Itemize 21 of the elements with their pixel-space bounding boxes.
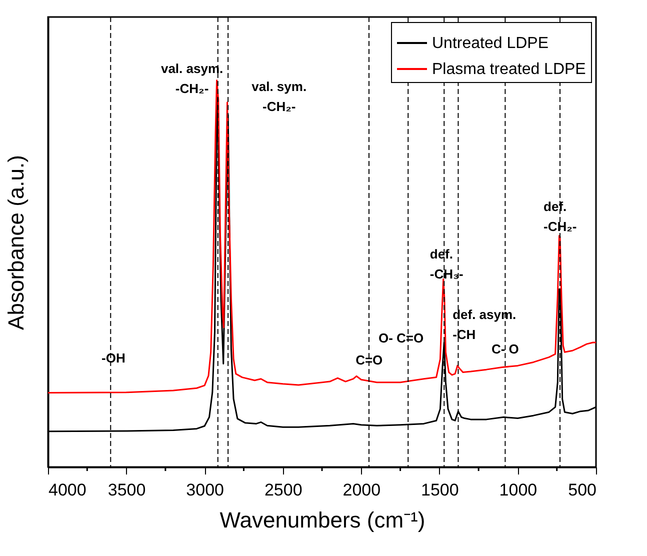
legend-label: Plasma treated LDPE [432, 61, 586, 78]
x-axis-title: Wavenumbers (cm⁻¹) [220, 508, 426, 532]
annotation: O- C=O [378, 330, 424, 346]
x-tick-label: 4000 [48, 480, 86, 500]
annotation: val. asym. -CH₂- [160, 60, 224, 96]
annotation: C- O [491, 341, 519, 356]
x-tick-label: 3500 [108, 480, 146, 500]
annotation: def. -CH₂- [544, 198, 577, 234]
annotation: val. sym. -CH₂- [252, 78, 307, 114]
y-axis-title: Absorbance (a.u.) [4, 155, 28, 330]
annotation: def. -CH₃- [430, 246, 464, 282]
x-tick-label: 2000 [342, 480, 381, 500]
annotation: -OH [102, 350, 126, 366]
x-tick-label: 1500 [421, 480, 459, 500]
x-tick-label: 3000 [186, 480, 224, 500]
x-tick-label: 500 [568, 480, 596, 500]
x-tick-label: 2500 [264, 480, 302, 500]
annotation: C=O [356, 352, 383, 368]
x-tick-label: 1000 [499, 480, 538, 500]
annotation: def. asym. -CH [452, 307, 516, 342]
legend-label: Untreated LDPE [432, 35, 549, 52]
